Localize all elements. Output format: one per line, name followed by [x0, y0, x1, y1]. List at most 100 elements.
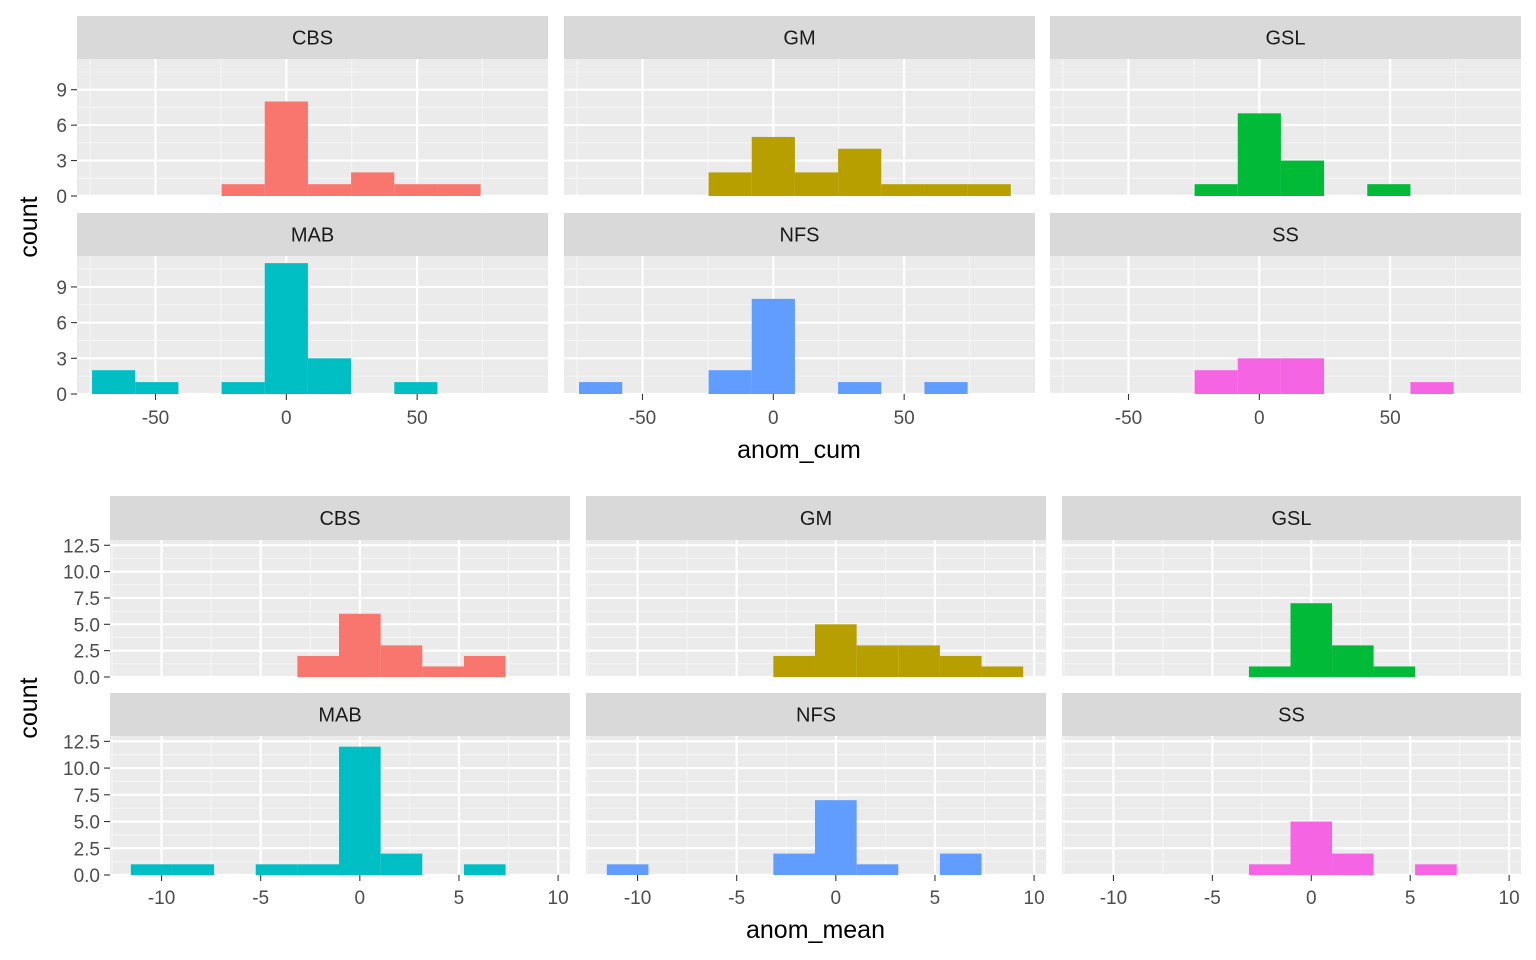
histogram-bar [463, 864, 506, 875]
facet-label: NFS [796, 705, 836, 727]
histogram-bar [92, 370, 136, 394]
y-tick-label: 12.5 [63, 536, 100, 557]
facet-label: CBS [319, 508, 360, 530]
x-tick-label: -50 [1115, 408, 1142, 429]
facet-label: GSL [1265, 28, 1305, 50]
y-tick-label: 10.0 [63, 563, 100, 584]
y-tick-label: 6 [56, 116, 67, 137]
x-tick-label: 10 [1024, 888, 1045, 909]
x-tick-label: 50 [894, 408, 915, 429]
histogram-bar [1332, 645, 1374, 677]
histogram-bar [579, 382, 623, 394]
y-tick-label: 5.0 [74, 813, 100, 834]
histogram-bar [1280, 160, 1325, 196]
facet-label: MAB [318, 705, 361, 727]
facet-label: SS [1278, 705, 1305, 727]
facet-SS: SS -10 -5 0 5 10 [1062, 693, 1521, 909]
histogram-bar [838, 382, 882, 394]
y-tick-label: 3 [56, 152, 67, 173]
x-tick-label: 5 [930, 888, 941, 909]
x-tick-label: -5 [728, 888, 745, 909]
histogram-bar [815, 624, 857, 677]
histogram-bar [307, 184, 352, 196]
facet-MAB: MAB 0 3 6 9 -50 0 50 [56, 213, 548, 429]
histogram-bar [856, 645, 899, 677]
y-tick-label: 12.5 [63, 732, 100, 753]
x-tick-label: -50 [629, 408, 656, 429]
histogram-bar [838, 148, 882, 196]
facet-label: NFS [780, 225, 820, 247]
histogram-bar [1248, 666, 1291, 677]
histogram-bar [708, 370, 752, 394]
x-tick-label: 5 [1405, 888, 1416, 909]
histogram-bar [297, 655, 340, 677]
facet-NFS: NFS -50 0 50 [564, 213, 1035, 429]
facet-strip [110, 496, 570, 540]
x-tick-label: 10 [548, 888, 569, 909]
x-axis-title: anom_cum [737, 436, 861, 464]
histogram-bar [708, 172, 752, 196]
histogram-bar [297, 864, 340, 875]
y-tick-label: 9 [56, 278, 67, 299]
histogram-bar [773, 853, 816, 875]
y-tick-label: 7.5 [74, 589, 100, 610]
histogram-bar [1237, 113, 1281, 196]
facet-NFS: NFS -10 -5 0 5 10 [586, 693, 1046, 909]
histogram-bar [924, 184, 968, 196]
facet-label: GSL [1271, 508, 1311, 530]
facet-strip [564, 213, 1035, 256]
y-tick-label: 5.0 [74, 615, 100, 636]
facet-label: GM [800, 508, 832, 530]
y-axis-title: count [15, 677, 43, 738]
chart-anom_mean: CBS 0.0 2.5 5.0 7.5 10.0 12.5 GM GSL MAB 0.0 2.5 5.0… [15, 496, 1521, 944]
histogram-bar [1194, 184, 1238, 196]
histogram-bar [794, 172, 839, 196]
y-tick-label: 2.5 [74, 642, 100, 663]
histogram-bar [255, 864, 298, 875]
histogram-bar [939, 655, 982, 677]
histogram-bar [881, 184, 925, 196]
x-tick-label: 0 [1254, 408, 1265, 429]
histogram-bar [924, 382, 968, 394]
x-tick-label: 0 [281, 408, 292, 429]
y-tick-label: 2.5 [74, 839, 100, 860]
y-tick-label: 0 [56, 385, 67, 406]
facet-GM: GM [586, 496, 1046, 679]
histogram-bar [773, 655, 816, 677]
histogram-bar [1367, 184, 1411, 196]
histogram-bar [856, 864, 899, 875]
histogram-bar [1290, 821, 1333, 875]
facet-strip [586, 496, 1046, 540]
histogram-bar [815, 800, 857, 875]
facet-strip [110, 693, 570, 736]
facet-strip [1062, 693, 1521, 736]
x-tick-label: -10 [148, 888, 175, 909]
facet-GSL: GSL [1050, 16, 1521, 198]
x-tick-label: 10 [1499, 888, 1520, 909]
histogram-bar [422, 666, 464, 677]
y-tick-label: 0.0 [74, 668, 100, 689]
histogram-bar [981, 666, 1024, 677]
histogram-bar [1332, 853, 1374, 875]
facet-strip [564, 16, 1035, 59]
histogram-bar [130, 864, 173, 875]
x-tick-label: 5 [454, 888, 465, 909]
histogram-bar [1373, 666, 1416, 677]
x-tick-label: 0 [1306, 888, 1317, 909]
facet-strip [77, 16, 548, 59]
histogram-bar [380, 645, 423, 677]
facet-CBS: CBS 0.0 2.5 5.0 7.5 10.0 12.5 [63, 496, 570, 689]
histogram-bar [380, 853, 423, 875]
chart-anom_cum: CBS 0 3 6 9 GM GSL MAB 0 3 6 9 -50 0 50 NFS -50 0 50 SS -50 0… [15, 16, 1521, 464]
x-tick-label: 0 [355, 888, 366, 909]
facet-GM: GM [564, 16, 1035, 198]
y-tick-label: 10.0 [63, 759, 100, 780]
histogram-bar [967, 184, 1011, 196]
histogram-bar [1290, 603, 1333, 677]
x-tick-label: 50 [407, 408, 428, 429]
x-tick-label: 50 [1380, 408, 1401, 429]
histogram-bar [394, 382, 438, 394]
histogram-bar [221, 184, 265, 196]
x-tick-label: 0 [831, 888, 842, 909]
facet-strip [586, 693, 1046, 736]
